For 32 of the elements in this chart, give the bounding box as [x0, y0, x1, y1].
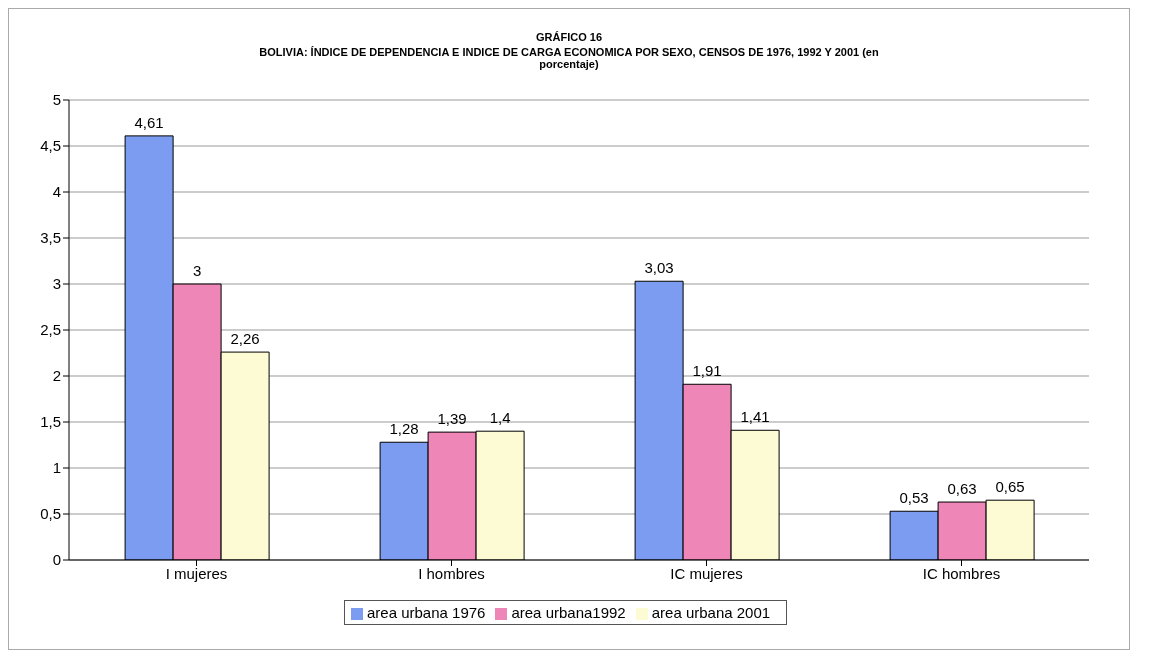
- y-tick-label: 2: [52, 367, 61, 385]
- data-label: 4,61: [134, 113, 164, 131]
- y-tick-label: 4: [52, 183, 61, 201]
- data-label: 1,28: [389, 420, 419, 438]
- x-tick-label: I mujeres: [165, 564, 228, 582]
- y-tick-label: 3,5: [40, 229, 61, 247]
- y-tick-label: 1,5: [40, 413, 61, 431]
- y-tick-label: 3: [52, 275, 61, 293]
- x-tick-label: IC mujeres: [670, 564, 743, 582]
- y-tick-label: 0: [52, 551, 61, 569]
- data-label: 0,63: [947, 480, 977, 498]
- x-tick-label: IC hombres: [922, 564, 1001, 582]
- x-tick-label: I hombres: [418, 564, 485, 582]
- y-tick-label: 1: [52, 459, 61, 477]
- legend-label: area urbana 1976: [367, 604, 486, 621]
- y-tick-label: 2,5: [40, 321, 61, 339]
- data-label: 1,4: [489, 409, 511, 427]
- data-label: 0,65: [995, 478, 1025, 496]
- legend-label: area urbana 2001: [651, 604, 771, 621]
- y-tick-label: 0,5: [40, 505, 61, 523]
- data-label: 1,41: [740, 408, 770, 426]
- data-label: 3,03: [644, 259, 674, 277]
- data-label: 1,91: [692, 362, 722, 380]
- data-label: 2,26: [230, 330, 260, 348]
- y-tick-label: 5: [52, 91, 61, 109]
- data-label: 1,39: [437, 410, 467, 428]
- chart-subtitle: BOLIVIA: ÍNDICE DE DEPENDENCIA E INDICE DE CARGA ECONOMICA POR SEXO, CENSOS DE 1976, 1992 Y 2001 (en porcentaje): [258, 46, 880, 70]
- chart-title: GRÁFICO 16: [535, 30, 603, 43]
- legend-label: area urbana1992: [511, 604, 626, 621]
- y-tick-label: 4,5: [40, 137, 61, 155]
- data-label: 3: [192, 262, 202, 279]
- data-label: 0,53: [899, 489, 929, 507]
